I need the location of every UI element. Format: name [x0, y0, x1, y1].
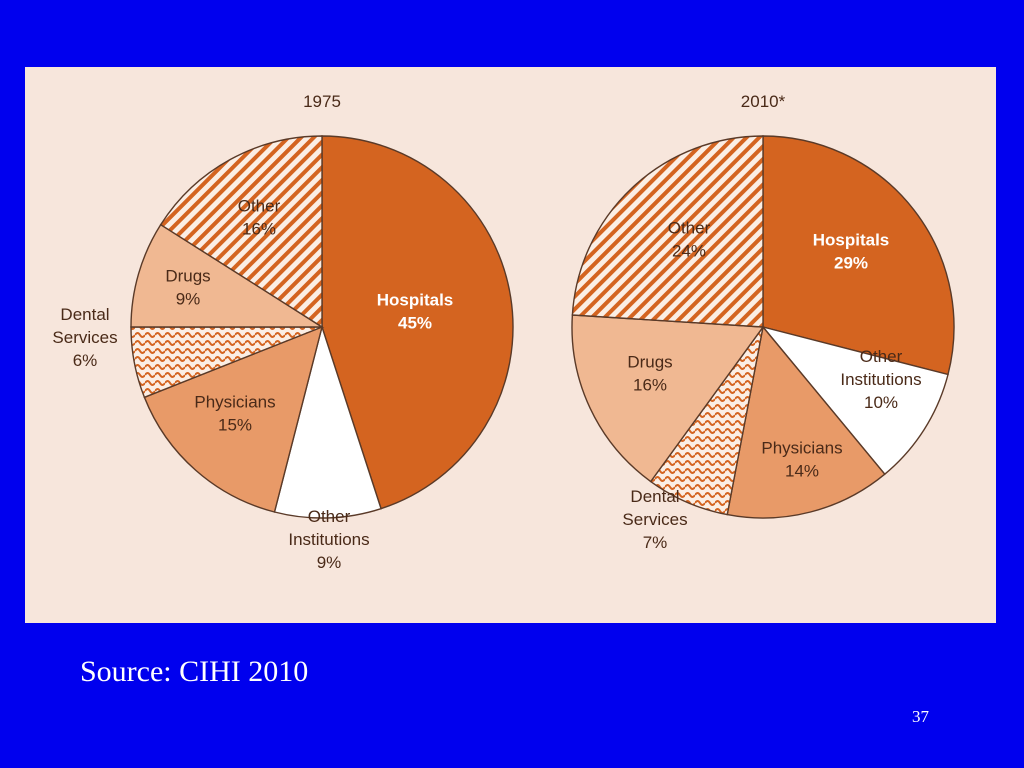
- pie-2010-slice-physicians: [726, 325, 886, 519]
- pie-1975-label-other: Other 16%: [238, 197, 281, 239]
- pie-2010-label-physicians: Physicians 14%: [761, 439, 842, 481]
- pie-2010-slice-other-institutions: [761, 325, 949, 476]
- pie-2010-label-dental-services: Dental Services 7%: [622, 487, 687, 552]
- pie-title-1975: 1975: [303, 92, 341, 111]
- chart-panel: 1975 Hospitals 45% Other Institutions 9% Physi…: [25, 67, 996, 623]
- page-number: 37: [912, 707, 929, 726]
- pie-1975-label-dental-services: Dental Services 6%: [52, 305, 117, 370]
- pie-1975-label-other-institutions: Other Institutions 9%: [288, 507, 369, 572]
- pie-charts: 1975 Hospitals 45% Other Institutions 9% Physi…: [52, 92, 955, 572]
- source-caption: Source: CIHI 2010: [80, 655, 309, 688]
- pie-1975-slice-hospitals: [321, 135, 514, 510]
- pie-1975-slice-physicians: [143, 325, 324, 513]
- pie-1975-slice-other: [159, 135, 323, 329]
- pie-title-2010: 2010*: [741, 92, 786, 111]
- pie-1975-slice-drugs: [130, 223, 325, 328]
- pie-2010-slice-other: [571, 135, 764, 328]
- pie-2010-slice-drugs: [571, 314, 765, 483]
- pie-2010-label-other-institutions: Other Institutions 10%: [840, 347, 921, 412]
- pie-1975-slice-other-institutions: [273, 324, 382, 519]
- pie-2010-label-other: Other 24%: [668, 219, 711, 261]
- pie-2010-label-drugs: Drugs 16%: [627, 353, 672, 395]
- pie-1975-label-physicians: Physicians 15%: [194, 393, 275, 435]
- pie-1975-label-drugs: Drugs 9%: [165, 267, 210, 309]
- pie-2010-slice-hospitals: [762, 135, 955, 376]
- pie-1975-label-hospitals: Hospitals 45%: [377, 291, 454, 333]
- pie-2010-label-hospitals: Hospitals 29%: [813, 231, 890, 273]
